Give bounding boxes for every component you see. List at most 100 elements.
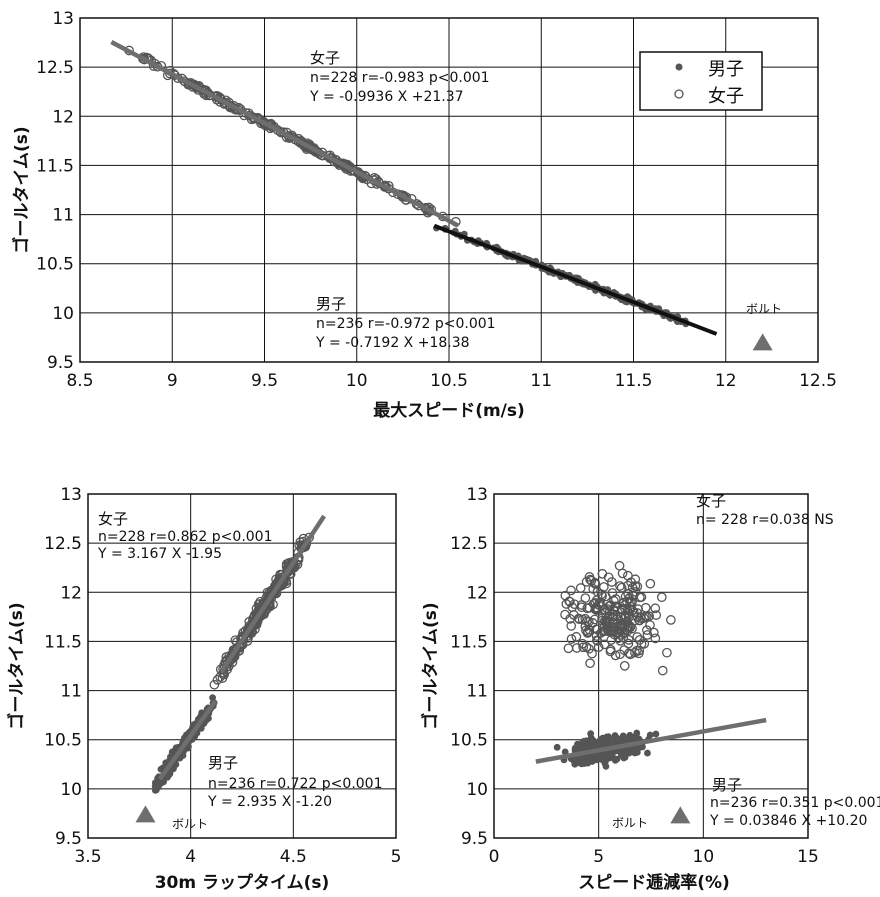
female-point — [644, 611, 655, 622]
male-point — [621, 753, 629, 761]
female-point — [650, 603, 661, 614]
y-tick-label: 10 — [60, 780, 82, 800]
x-axis-label: スピード逓減率(%) — [578, 872, 730, 893]
annotation-equation: Y = 2.935 X -1.20 — [207, 794, 332, 810]
female-point — [583, 627, 593, 637]
female-point — [571, 643, 582, 653]
x-axis-label: 30m ラップタイム(s) — [155, 872, 330, 893]
y-tick-label: 12 — [60, 583, 82, 603]
annotation-title: 男子 — [712, 776, 742, 794]
annotation-stats: n=236 r=0.351 p<0.001 — [710, 795, 880, 811]
male-point — [629, 745, 637, 753]
bolt-marker — [752, 333, 773, 351]
y-tick-label: 11 — [466, 682, 488, 702]
female-point — [609, 604, 620, 615]
x-tick-label: 9 — [167, 371, 178, 391]
female-point — [597, 591, 607, 601]
female-point — [591, 635, 602, 646]
female-point — [634, 635, 645, 645]
x-tick-labels: 3.5 4 4.5 5 — [74, 847, 401, 867]
female-point — [590, 577, 600, 588]
female-point — [588, 598, 599, 609]
female-point — [268, 599, 278, 610]
annotation-title: 男子 — [208, 754, 238, 772]
male-point — [163, 773, 171, 781]
female-point — [603, 572, 614, 583]
male-point — [644, 749, 651, 757]
x-tick-label: 9.5 — [251, 371, 278, 391]
annotation-stats: n=228 r=0.862 p<0.001 — [98, 529, 273, 545]
female-point — [566, 634, 577, 644]
female-point — [606, 635, 617, 645]
annotation-stats: n=236 r=0.722 p<0.001 — [208, 776, 383, 792]
chart-30m-lap-vs-goal-time: 3.5 4 4.5 5 9.5 10 10.5 11 11.5 12 12.5 13 30m ラップ… — [6, 485, 401, 893]
female-point — [641, 625, 652, 635]
annotation-equation: Y = -0.7192 X +18.38 — [315, 335, 470, 351]
y-tick-label: 11 — [52, 206, 74, 226]
female-point — [574, 614, 584, 625]
female-point — [634, 615, 644, 626]
annotation-title: 女子 — [696, 492, 726, 510]
annotation-title: 男子 — [316, 295, 346, 313]
x-tick-label: 4 — [185, 847, 196, 867]
y-tick-labels: 9.5 10 10.5 11 11.5 12 12.5 13 — [36, 9, 74, 373]
y-tick-label: 9.5 — [55, 829, 82, 849]
bolt-label: ボルト — [612, 816, 648, 830]
data-points — [135, 514, 327, 823]
x-tick-label: 10 — [693, 847, 715, 867]
y-tick-label: 12 — [52, 107, 74, 127]
annotation-stats: n= 228 r=0.038 NS — [696, 512, 834, 528]
female-point — [640, 602, 651, 613]
female-point — [593, 642, 604, 653]
female-point — [585, 574, 596, 585]
female-point — [601, 615, 612, 626]
female-point — [636, 592, 647, 602]
y-axis-label: ゴールタイム(s) — [11, 126, 32, 253]
female-point — [575, 583, 586, 593]
x-axis-label: 最大スピード(m/s) — [373, 400, 525, 421]
annotation-stats: n=228 r=-0.983 p<0.001 — [310, 70, 490, 86]
y-tick-label: 13 — [52, 9, 74, 29]
female-point — [616, 582, 627, 593]
y-tick-label: 10.5 — [44, 731, 82, 751]
annotation-equation: Y = 0.03846 X +10.20 — [709, 813, 867, 829]
y-tick-labels: 9.5 10 10.5 11 11.5 12 12.5 13 — [44, 485, 82, 849]
female-point — [585, 658, 595, 669]
female-point — [576, 600, 587, 610]
female-point — [642, 630, 653, 640]
male-point — [652, 730, 660, 738]
annotation-title: 女子 — [98, 510, 128, 528]
male-point — [553, 743, 561, 751]
annotation-title: 女子 — [310, 49, 340, 67]
female-point — [615, 649, 625, 660]
male-point — [580, 753, 588, 761]
female-point — [620, 591, 631, 602]
male-point — [621, 737, 629, 744]
annotation-equation: Y = -0.9936 X +21.37 — [309, 89, 464, 105]
female-point — [632, 632, 643, 642]
female-point — [212, 674, 223, 685]
male-point — [209, 694, 217, 702]
female-point — [625, 622, 636, 633]
annotation-male: 男子 n=236 r=-0.972 p<0.001 Y = -0.7192 X … — [315, 295, 496, 351]
legend: 男子 女子 — [639, 51, 763, 111]
female-point — [580, 613, 591, 624]
female-point — [597, 568, 608, 579]
female-point — [571, 631, 582, 642]
female-point — [604, 606, 615, 616]
female-point — [578, 642, 589, 653]
x-tick-label: 5 — [593, 847, 604, 867]
female-point — [666, 615, 676, 625]
female-point — [650, 633, 661, 644]
female-point — [608, 609, 618, 620]
legend-label-male: 男子 — [708, 59, 744, 80]
x-tick-label: 11.5 — [615, 371, 653, 391]
male-point — [615, 735, 623, 743]
female-point — [599, 639, 610, 650]
female-point — [584, 643, 594, 654]
data-points — [535, 560, 767, 824]
female-point — [605, 646, 616, 657]
female-point — [581, 625, 591, 636]
y-tick-label: 11.5 — [450, 632, 488, 652]
x-tick-label: 10 — [346, 371, 368, 391]
